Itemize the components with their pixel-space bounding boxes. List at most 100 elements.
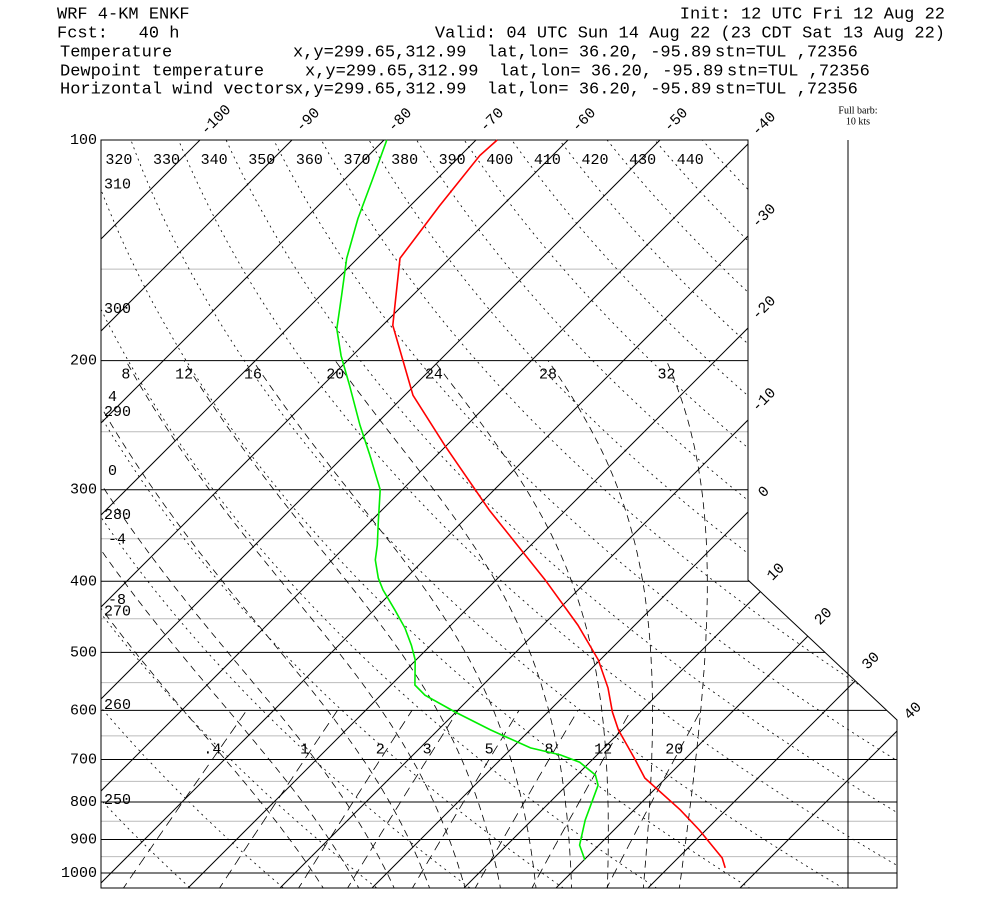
init-time: Init: 12 UTC Fri 12 Aug 22 <box>680 5 945 24</box>
mixing-ratio-label: 5 <box>485 741 494 758</box>
mixing-ratio-label: 8 <box>545 741 554 758</box>
dry-adiabat <box>130 140 850 888</box>
isotherm <box>371 140 897 888</box>
dry-adiabat <box>101 140 382 888</box>
dry-adiabat <box>273 140 897 888</box>
moist-adiabat-label: 32 <box>658 367 676 384</box>
isotherm-label: -100 <box>198 102 235 139</box>
isotherm <box>101 140 293 888</box>
isotherm-label: -30 <box>749 201 780 232</box>
dry-adiabat-label: 430 <box>629 152 656 169</box>
mixing-ratio-label: .4 <box>203 741 221 758</box>
pressure-label: 300 <box>70 482 97 499</box>
mixing-ratio-label: 2 <box>376 741 385 758</box>
dry-adiabat-label: 440 <box>677 152 704 169</box>
isotherm-label: -20 <box>749 293 780 324</box>
legend-station: stn=TUL ,72356 <box>715 43 858 62</box>
dry-adiabat-label: 300 <box>104 301 131 318</box>
legend-xy: x,y=299.65,312.99 <box>293 80 466 99</box>
isotherm-label: 30 <box>859 649 884 674</box>
moist-adiabat-label: 20 <box>326 367 344 384</box>
isotherm-label: -60 <box>569 105 600 136</box>
dry-adiabat <box>606 140 897 888</box>
pressure-label: 400 <box>70 573 97 590</box>
moist-adiabat <box>101 360 326 888</box>
isotherm <box>647 140 897 888</box>
wind-key: Full barb: <box>838 105 877 116</box>
mixing-ratio <box>409 710 520 888</box>
moist-adiabat <box>547 360 653 888</box>
moist-adiabat-label: 28 <box>539 367 557 384</box>
isotherm-label: 0 <box>755 483 773 501</box>
sounding-line <box>391 139 726 869</box>
dry-adiabat <box>559 140 897 888</box>
moist-adiabat-label: 0 <box>108 463 117 480</box>
isotherm <box>101 140 477 888</box>
dry-adiabat <box>416 140 897 888</box>
pressure-label: 100 <box>70 132 97 149</box>
model-title: WRF 4-KM ENKF <box>57 5 190 24</box>
dry-adiabat <box>101 140 288 888</box>
moist-adiabat-label: 4 <box>108 389 117 406</box>
isotherm <box>101 140 201 888</box>
dry-adiabat-label: 350 <box>248 152 275 169</box>
moist-adiabat-label: -8 <box>108 592 126 609</box>
isotherm-label: -70 <box>477 105 508 136</box>
legend-name: Horizontal wind vectors <box>60 80 295 99</box>
pressure-label: 500 <box>70 644 97 661</box>
dry-adiabat <box>463 140 897 888</box>
dry-adiabat-label: 250 <box>104 792 131 809</box>
moist-adiabat <box>101 360 432 888</box>
mixing-ratio-label: 3 <box>423 741 432 758</box>
pressure-label: 200 <box>70 353 97 370</box>
isotherm-label: 20 <box>811 604 836 629</box>
mixing-ratio-label: 12 <box>594 741 612 758</box>
moist-adiabat <box>101 360 397 888</box>
dry-adiabat <box>320 140 897 888</box>
moist-adiabat <box>125 360 467 888</box>
dry-adiabat <box>654 140 897 888</box>
isotherm <box>101 140 845 888</box>
moist-adiabat-label: 8 <box>121 367 130 384</box>
dry-adiabat-label: 320 <box>105 152 132 169</box>
moist-adiabat-label: 24 <box>425 367 443 384</box>
plot-area <box>101 140 897 888</box>
isotherm <box>101 140 661 888</box>
dry-adiabat-label: 340 <box>201 152 228 169</box>
legend-latlon: lat,lon= 36.20, -95.89 <box>487 80 711 99</box>
dry-adiabat <box>101 140 756 888</box>
pressure-label: 1000 <box>61 865 97 882</box>
isotherm-label: -90 <box>293 105 324 136</box>
mixing-ratio <box>345 710 459 888</box>
isotherm-label: -40 <box>749 109 780 140</box>
dry-adiabat <box>225 140 897 888</box>
forecast-hour: Fcst: 40 h <box>57 24 179 43</box>
pressure-label: 800 <box>70 794 97 811</box>
dry-adiabat <box>511 140 897 888</box>
dry-adiabat <box>368 140 897 888</box>
moist-adiabat <box>433 360 609 888</box>
valid-time: Valid: 04 UTC Sun 14 Aug 22 (23 CDT Sat … <box>435 24 945 43</box>
mixing-ratio-label: 20 <box>665 741 683 758</box>
dry-adiabat-label: 270 <box>104 604 131 621</box>
isotherm-label: -10 <box>749 385 780 416</box>
legend-latlon: lat,lon= 36.20, -95.89 <box>487 43 711 62</box>
plot-frame <box>100 139 898 889</box>
isotherm <box>187 140 897 888</box>
legend-station: stn=TUL ,72356 <box>715 80 858 99</box>
isotherm-label: -50 <box>661 105 692 136</box>
sounding-line <box>335 139 599 861</box>
dry-adiabat <box>101 140 663 888</box>
legend-station: stn=TUL ,72356 <box>727 62 870 81</box>
dry-adiabat-label: 400 <box>486 152 513 169</box>
mixing-ratio-label: 1 <box>300 741 309 758</box>
moist-adiabat <box>334 360 573 888</box>
isotherm <box>101 140 385 888</box>
dry-adiabat-label: 380 <box>391 152 418 169</box>
moist-adiabat <box>252 360 537 888</box>
mixing-ratio <box>472 710 579 888</box>
mixing-ratio <box>529 710 632 888</box>
moist-adiabat <box>666 360 708 888</box>
